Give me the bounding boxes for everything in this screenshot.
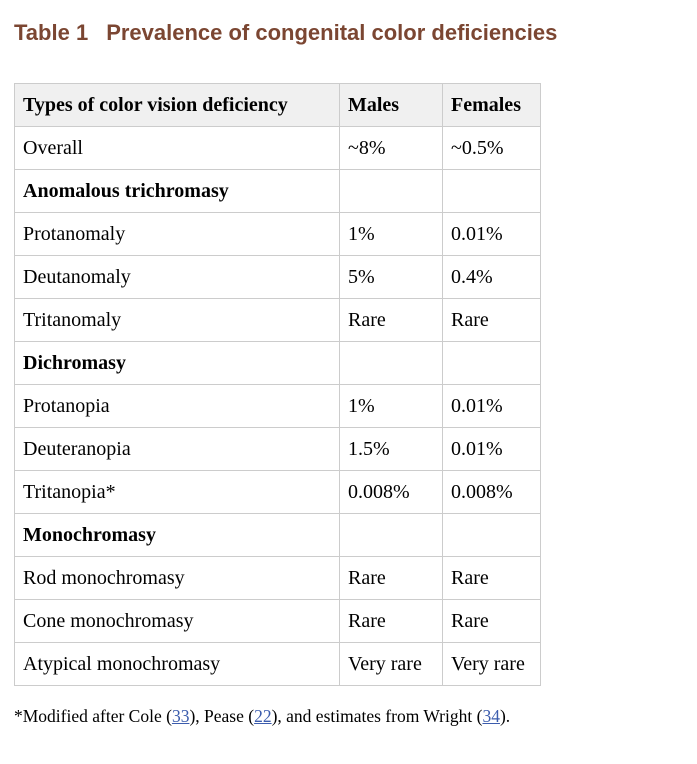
males-value: 5%: [339, 255, 443, 299]
footnote-text: ), and estimates from Wright (: [271, 706, 483, 726]
table-caption: Table 1 Prevalence of congenital color de…: [14, 20, 683, 46]
females-value: 0.01%: [442, 427, 541, 471]
females-value: Rare: [442, 599, 541, 643]
table-row-cone-monochromasy: Cone monochromasy Rare Rare: [14, 599, 541, 643]
table-row-rod-monochromasy: Rod monochromasy Rare Rare: [14, 556, 541, 600]
table-section-row-monochromasy: Monochromasy: [14, 513, 541, 557]
prevalence-table: Types of color vision deficiency Males F…: [14, 83, 541, 686]
table-header-row: Types of color vision deficiency Males F…: [14, 83, 541, 127]
table-row-protanopia: Protanopia 1% 0.01%: [14, 384, 541, 428]
table-row-tritanomaly: Tritanomaly Rare Rare: [14, 298, 541, 342]
males-value: Rare: [339, 556, 443, 600]
table-row-tritanopia: Tritanopia* 0.008% 0.008%: [14, 470, 541, 514]
females-value: 0.008%: [442, 470, 541, 514]
footnote-text: *Modified after Cole (: [14, 706, 172, 726]
males-value: [339, 513, 443, 557]
females-value: 0.01%: [442, 212, 541, 256]
females-value: 0.4%: [442, 255, 541, 299]
footnote-text: ), Pease (: [189, 706, 255, 726]
section-label: Monochromasy: [14, 513, 340, 557]
males-value: 0.008%: [339, 470, 443, 514]
females-value: 0.01%: [442, 384, 541, 428]
table-section-row-anomalous-trichromasy: Anomalous trichromasy: [14, 169, 541, 213]
row-label: Deuteranopia: [14, 427, 340, 471]
row-label: Rod monochromasy: [14, 556, 340, 600]
males-value: 1%: [339, 384, 443, 428]
males-value: 1%: [339, 212, 443, 256]
table-row-deutanomaly: Deutanomaly 5% 0.4%: [14, 255, 541, 299]
males-value: Rare: [339, 599, 443, 643]
column-header-females: Females: [442, 83, 541, 127]
females-value: [442, 513, 541, 557]
females-value: Rare: [442, 556, 541, 600]
males-value: [339, 169, 443, 213]
table-row-protanomaly: Protanomaly 1% 0.01%: [14, 212, 541, 256]
table-footnote: *Modified after Cole (33), Pease (22), a…: [14, 705, 683, 727]
footnote-text: ).: [499, 706, 511, 726]
females-value: Rare: [442, 298, 541, 342]
column-header-type: Types of color vision deficiency: [14, 83, 340, 127]
males-value: [339, 341, 443, 385]
column-header-males: Males: [339, 83, 443, 127]
section-label: Dichromasy: [14, 341, 340, 385]
females-value: [442, 169, 541, 213]
section-label: Anomalous trichromasy: [14, 169, 340, 213]
row-label: Tritanopia*: [14, 470, 340, 514]
table-row-deuteranopia: Deuteranopia 1.5% 0.01%: [14, 427, 541, 471]
row-label: Overall: [14, 126, 340, 170]
table-caption-text: Prevalence of congenital color deficienc…: [106, 20, 558, 45]
row-label: Atypical monochromasy: [14, 642, 340, 686]
row-label: Deutanomaly: [14, 255, 340, 299]
row-label: Protanomaly: [14, 212, 340, 256]
reference-link-34[interactable]: 34: [482, 706, 500, 726]
males-value: 1.5%: [339, 427, 443, 471]
table-row-overall: Overall ~8% ~0.5%: [14, 126, 541, 170]
males-value: Very rare: [339, 642, 443, 686]
row-label: Protanopia: [14, 384, 340, 428]
females-value: [442, 341, 541, 385]
males-value: Rare: [339, 298, 443, 342]
table-section-row-dichromasy: Dichromasy: [14, 341, 541, 385]
males-value: ~8%: [339, 126, 443, 170]
row-label: Tritanomaly: [14, 298, 340, 342]
reference-link-33[interactable]: 33: [171, 706, 190, 726]
row-label: Cone monochromasy: [14, 599, 340, 643]
females-value: ~0.5%: [442, 126, 541, 170]
table-caption-label: Table 1: [14, 20, 89, 45]
table-row-atypical-monochromasy: Atypical monochromasy Very rare Very rar…: [14, 642, 541, 686]
reference-link-22[interactable]: 22: [254, 706, 272, 726]
females-value: Very rare: [442, 642, 541, 686]
